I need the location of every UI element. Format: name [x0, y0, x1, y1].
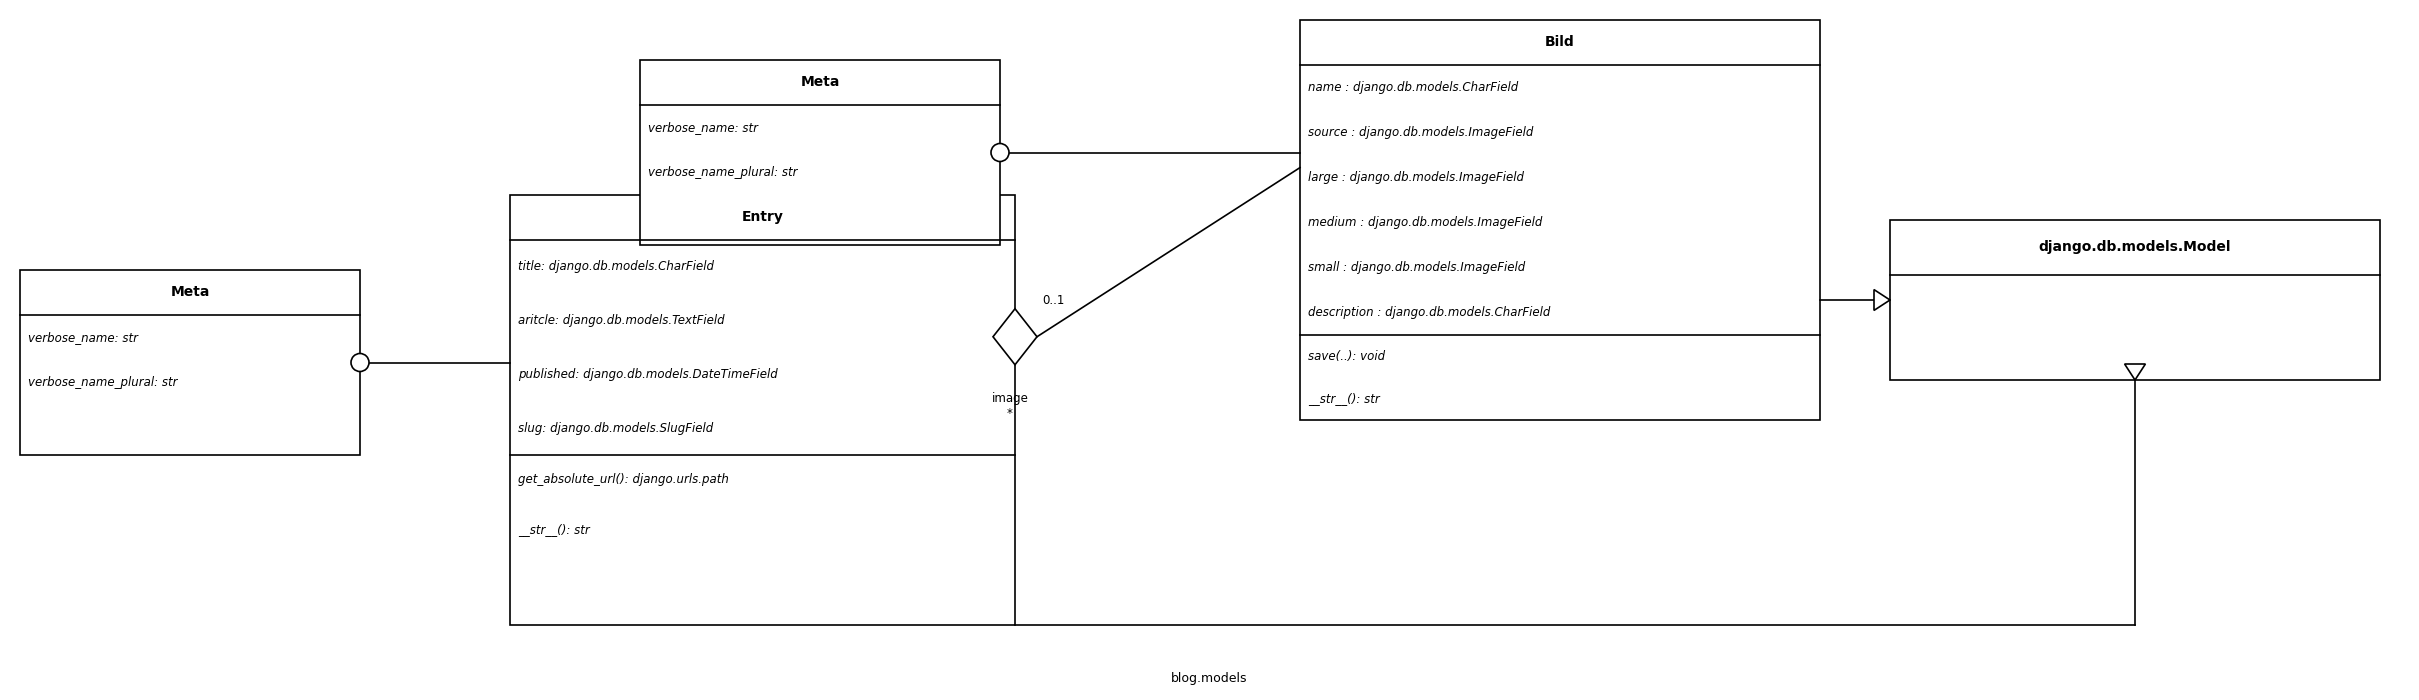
Text: description : django.db.models.CharField: description : django.db.models.CharField — [1309, 306, 1551, 319]
Text: Entry: Entry — [743, 211, 784, 225]
Text: 0..1: 0..1 — [1043, 294, 1064, 307]
Text: verbose_name_plural: str: verbose_name_plural: str — [29, 376, 177, 389]
Text: save(..): void: save(..): void — [1309, 350, 1386, 363]
Text: source : django.db.models.ImageField: source : django.db.models.ImageField — [1309, 126, 1534, 139]
Text: django.db.models.Model: django.db.models.Model — [2039, 241, 2230, 255]
Text: verbose_name: str: verbose_name: str — [648, 121, 757, 134]
Text: image
*: image * — [992, 392, 1028, 420]
Text: blog.models: blog.models — [1171, 672, 1248, 685]
Text: slug: django.db.models.SlugField: slug: django.db.models.SlugField — [518, 421, 714, 435]
Bar — [1889, 220, 2380, 380]
Text: name : django.db.models.CharField: name : django.db.models.CharField — [1309, 81, 1519, 94]
Polygon shape — [994, 309, 1038, 365]
Text: aritcle: django.db.models.TextField: aritcle: django.db.models.TextField — [518, 314, 726, 327]
Text: title: django.db.models.CharField: title: django.db.models.CharField — [518, 260, 714, 274]
Text: get_absolute_url(): django.urls.path: get_absolute_url(): django.urls.path — [518, 473, 728, 486]
Text: verbose_name_plural: str: verbose_name_plural: str — [648, 166, 798, 179]
Circle shape — [992, 144, 1009, 162]
Text: __str__(): str: __str__(): str — [1309, 392, 1379, 405]
Polygon shape — [2124, 364, 2146, 380]
Text: published: django.db.models.DateTimeField: published: django.db.models.DateTimeFiel… — [518, 368, 779, 381]
Bar — [510, 195, 1016, 625]
Text: large : django.db.models.ImageField: large : django.db.models.ImageField — [1309, 171, 1524, 184]
Bar — [641, 60, 999, 245]
Circle shape — [351, 354, 370, 372]
Text: verbose_name: str: verbose_name: str — [29, 331, 138, 344]
Bar — [1299, 20, 1819, 420]
Text: medium : django.db.models.ImageField: medium : django.db.models.ImageField — [1309, 216, 1543, 229]
Text: small : django.db.models.ImageField: small : django.db.models.ImageField — [1309, 261, 1526, 274]
Text: Meta: Meta — [801, 76, 839, 90]
Polygon shape — [1875, 290, 1889, 310]
Text: Bild: Bild — [1546, 36, 1575, 50]
Text: __str__(): str: __str__(): str — [518, 524, 590, 536]
Bar — [19, 270, 360, 455]
Text: Meta: Meta — [169, 286, 210, 300]
